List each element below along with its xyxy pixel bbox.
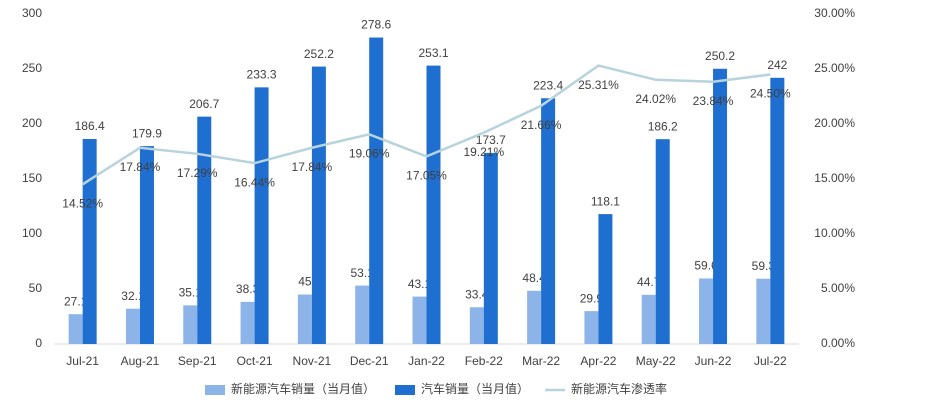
bar [598,214,613,344]
bar [756,278,771,344]
x-tick-label: Apr-22 [580,354,616,368]
value-label: 17.84% [292,160,333,174]
bar [655,139,670,344]
bar [183,305,198,344]
x-tick-label: Jul-22 [754,354,787,368]
value-label: 38.3 [236,282,260,296]
y-tick-label: 300 [22,6,42,20]
y2-tick-label: 20.00% [814,116,855,130]
x-tick-label: Jan-22 [408,354,445,368]
y2-tick-label: 0.00% [821,336,855,350]
value-label: 24.02% [635,92,676,106]
y-tick-label: 0 [35,336,42,350]
bar [527,290,542,344]
value-label: 45 [298,275,312,289]
legend-label: 汽车销量（当月值） [421,381,529,396]
value-label: 118.1 [591,194,620,208]
bar [584,311,599,344]
x-tick-label: Dec-21 [350,354,389,368]
x-tick-label: Jul-21 [66,354,99,368]
value-label: 253.1 [418,46,448,60]
value-label: 59.6 [694,259,718,273]
value-label: 179.9 [132,126,162,140]
value-label: 17.29% [177,166,218,180]
value-label: 44.7 [637,275,661,289]
bar [699,278,714,344]
value-label: 173.7 [476,133,506,147]
y2-tick-label: 5.00% [821,281,855,295]
y2-tick-label: 30.00% [814,6,855,20]
value-label: 27.1 [64,294,88,308]
bar [770,77,785,345]
value-label: 19.06% [349,147,390,161]
bar [297,294,312,344]
y2-tick-label: 25.00% [814,61,855,75]
bar [412,296,427,344]
bar [254,87,269,345]
legend-swatch [205,385,225,395]
value-label: 48.4 [522,271,546,285]
y-tick-label: 250 [22,61,42,75]
y2-tick-label: 15.00% [814,171,855,185]
value-label: 24.50% [750,87,791,101]
value-label: 206.7 [189,97,219,111]
value-label: 23.84% [693,94,734,108]
value-label: 59.3 [752,259,776,273]
x-tick-label: Jun-22 [695,354,732,368]
bar [355,285,370,344]
value-label: 16.44% [234,175,275,189]
value-label: 43.1 [408,277,432,291]
value-label: 252.2 [304,47,334,61]
value-label: 223.4 [533,78,563,92]
bar [311,66,326,344]
value-label: 186.4 [75,119,105,133]
bar [240,301,255,344]
legend-label: 新能源汽车渗透率 [571,381,667,396]
bar [641,294,656,344]
value-label: 17.05% [406,169,447,183]
line [81,64,771,186]
bar [426,65,441,344]
x-tick-label: Sep-21 [178,354,217,368]
value-label: 32.1 [121,289,145,303]
value-label: 250.2 [705,49,735,63]
value-label: 33.4 [465,287,489,301]
y-tick-label: 150 [22,171,42,185]
bar [82,138,97,344]
bar [483,152,498,344]
y2-tick-label: 10.00% [814,226,855,240]
value-label: 186.2 [648,119,678,133]
value-label: 25.31% [578,78,619,92]
bar [139,146,154,344]
y-tick-label: 100 [22,226,42,240]
value-label: 233.3 [247,68,277,82]
x-tick-label: Nov-21 [293,354,332,368]
x-tick-label: Aug-21 [121,354,160,368]
x-tick-label: Oct-21 [237,354,273,368]
x-tick-label: Feb-22 [465,354,503,368]
value-label: 29.9 [580,291,604,305]
bar [713,68,728,344]
bar [541,98,556,344]
value-label: 14.52% [62,196,103,210]
y-tick-label: 50 [29,281,43,295]
value-label: 19.21% [463,145,504,159]
value-label: 242 [767,58,787,72]
bar [197,116,212,344]
legend-swatch [395,385,415,395]
y-tick-label: 200 [22,116,42,130]
bar [125,308,140,344]
x-tick-label: Mar-22 [522,354,560,368]
x-tick-label: May-22 [636,354,676,368]
value-label: 35.1 [179,286,203,300]
value-label: 21.66% [521,118,562,132]
value-label: 17.84% [120,160,161,174]
value-label: 278.6 [361,18,391,32]
bar [469,307,484,344]
value-label: 53.1 [351,266,375,280]
bar [369,37,384,344]
legend-label: 新能源汽车销量（当月值） [231,381,375,396]
bar [68,314,83,344]
